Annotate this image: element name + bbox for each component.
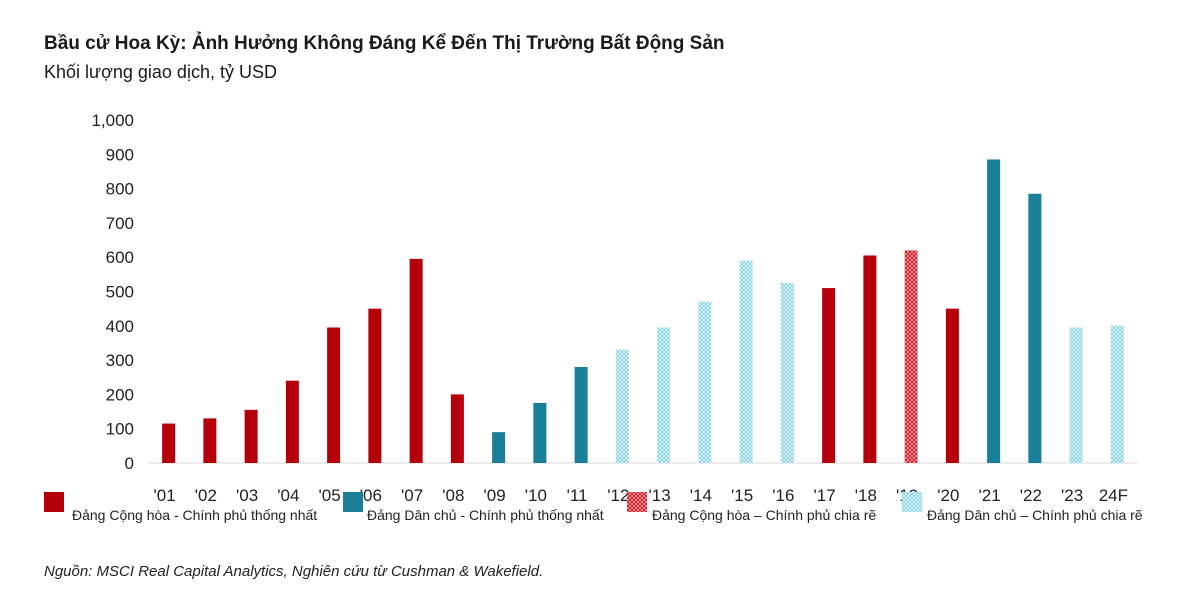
x-tick-label: '23: [1061, 486, 1083, 505]
legend-label-dem-divided: Đảng Dân chủ – Chính phủ chia rẽ: [927, 507, 1143, 523]
legend-label-dem-unified: Đảng Dân chủ - Chính phủ thống nhất: [367, 507, 604, 523]
bar-02: [203, 418, 217, 463]
source-note: Nguồn: MSCI Real Capital Analytics, Nghi…: [44, 563, 544, 580]
x-tick-label: '17: [814, 486, 836, 505]
chart-title: Bầu cử Hoa Kỳ: Ảnh Hưởng Không Đáng Kể Đ…: [44, 33, 725, 54]
bar-04: [285, 380, 299, 463]
bar-09: [492, 432, 506, 463]
x-tick-label: '06: [360, 486, 382, 505]
legend: Đảng Cộng hòa - Chính phủ thống nhất Đảng…: [44, 492, 1143, 523]
y-tick-label: 0: [125, 454, 134, 473]
bar-20: [945, 308, 959, 463]
bar-06: [368, 308, 382, 463]
bar-24F: [1110, 325, 1124, 463]
x-tick-label: '08: [442, 486, 464, 505]
x-tick-label: '13: [649, 486, 671, 505]
y-tick-label: 400: [106, 317, 134, 336]
x-axis: '01 '02 '03 '04 '05 '06 '07 '08 '09 '10 '11 '12 '13 '…: [154, 486, 1128, 505]
x-tick-label: '21: [979, 486, 1001, 505]
y-tick-label: 200: [106, 385, 134, 404]
legend-swatch-dem-divided: [902, 492, 922, 512]
x-tick-label: '04: [277, 486, 299, 505]
y-tick-label: 100: [106, 420, 134, 439]
bar-15: [739, 260, 753, 463]
x-tick-label: '11: [567, 486, 588, 505]
bar-03: [244, 409, 258, 463]
x-tick-label: '09: [484, 486, 506, 505]
bar-13: [657, 327, 671, 463]
x-tick-label: '01: [154, 486, 176, 505]
y-tick-label: 800: [106, 180, 134, 199]
x-tick-label: '02: [195, 486, 217, 505]
bar-19: [904, 250, 918, 463]
bar-16: [780, 282, 794, 463]
x-tick-label: '05: [319, 486, 341, 505]
y-tick-label: 700: [106, 214, 134, 233]
x-tick-label: '22: [1020, 486, 1042, 505]
bar-11: [574, 366, 588, 463]
legend-swatch-rep-divided: [627, 492, 647, 512]
x-tick-label: '20: [937, 486, 959, 505]
legend-label-rep-unified: Đảng Cộng hòa - Chính phủ thống nhất: [72, 507, 317, 523]
x-tick-label: '18: [855, 486, 877, 505]
x-tick-label: 24F: [1099, 486, 1128, 505]
x-tick-label: '15: [731, 486, 753, 505]
legend-swatch-dem-unified: [343, 492, 363, 512]
bar-18: [863, 255, 877, 463]
legend-label-rep-divided: Đảng Cộng hòa – Chính phủ chia rẽ: [652, 507, 876, 523]
bar-05: [327, 327, 341, 463]
bar-08: [450, 394, 464, 463]
bar-14: [698, 301, 712, 463]
y-axis: 0 100 200 300 400 500 600 700 800 900 1,000: [91, 111, 134, 473]
legend-swatch-rep-unified: [44, 492, 64, 512]
x-tick-label: '12: [607, 486, 629, 505]
bar-12: [615, 349, 629, 463]
x-tick-label: '10: [525, 486, 547, 505]
y-tick-label: 500: [106, 283, 134, 302]
x-tick-label: '16: [772, 486, 794, 505]
x-tick-label: '03: [236, 486, 258, 505]
x-tick-label: '07: [401, 486, 423, 505]
y-tick-label: 600: [106, 248, 134, 267]
y-tick-label: 1,000: [91, 111, 134, 130]
bar-07: [409, 258, 423, 463]
bar-23: [1069, 327, 1083, 463]
chart-subtitle: Khối lượng giao dịch, tỷ USD: [44, 62, 277, 82]
y-tick-label: 900: [106, 145, 134, 164]
bar-01: [162, 423, 176, 463]
x-tick-label: '14: [690, 486, 712, 505]
y-tick-label: 300: [106, 351, 134, 370]
bars: [162, 159, 1124, 463]
bar-10: [533, 402, 547, 463]
bar-21: [987, 159, 1001, 463]
bar-22: [1028, 193, 1042, 463]
bar-17: [822, 288, 836, 463]
